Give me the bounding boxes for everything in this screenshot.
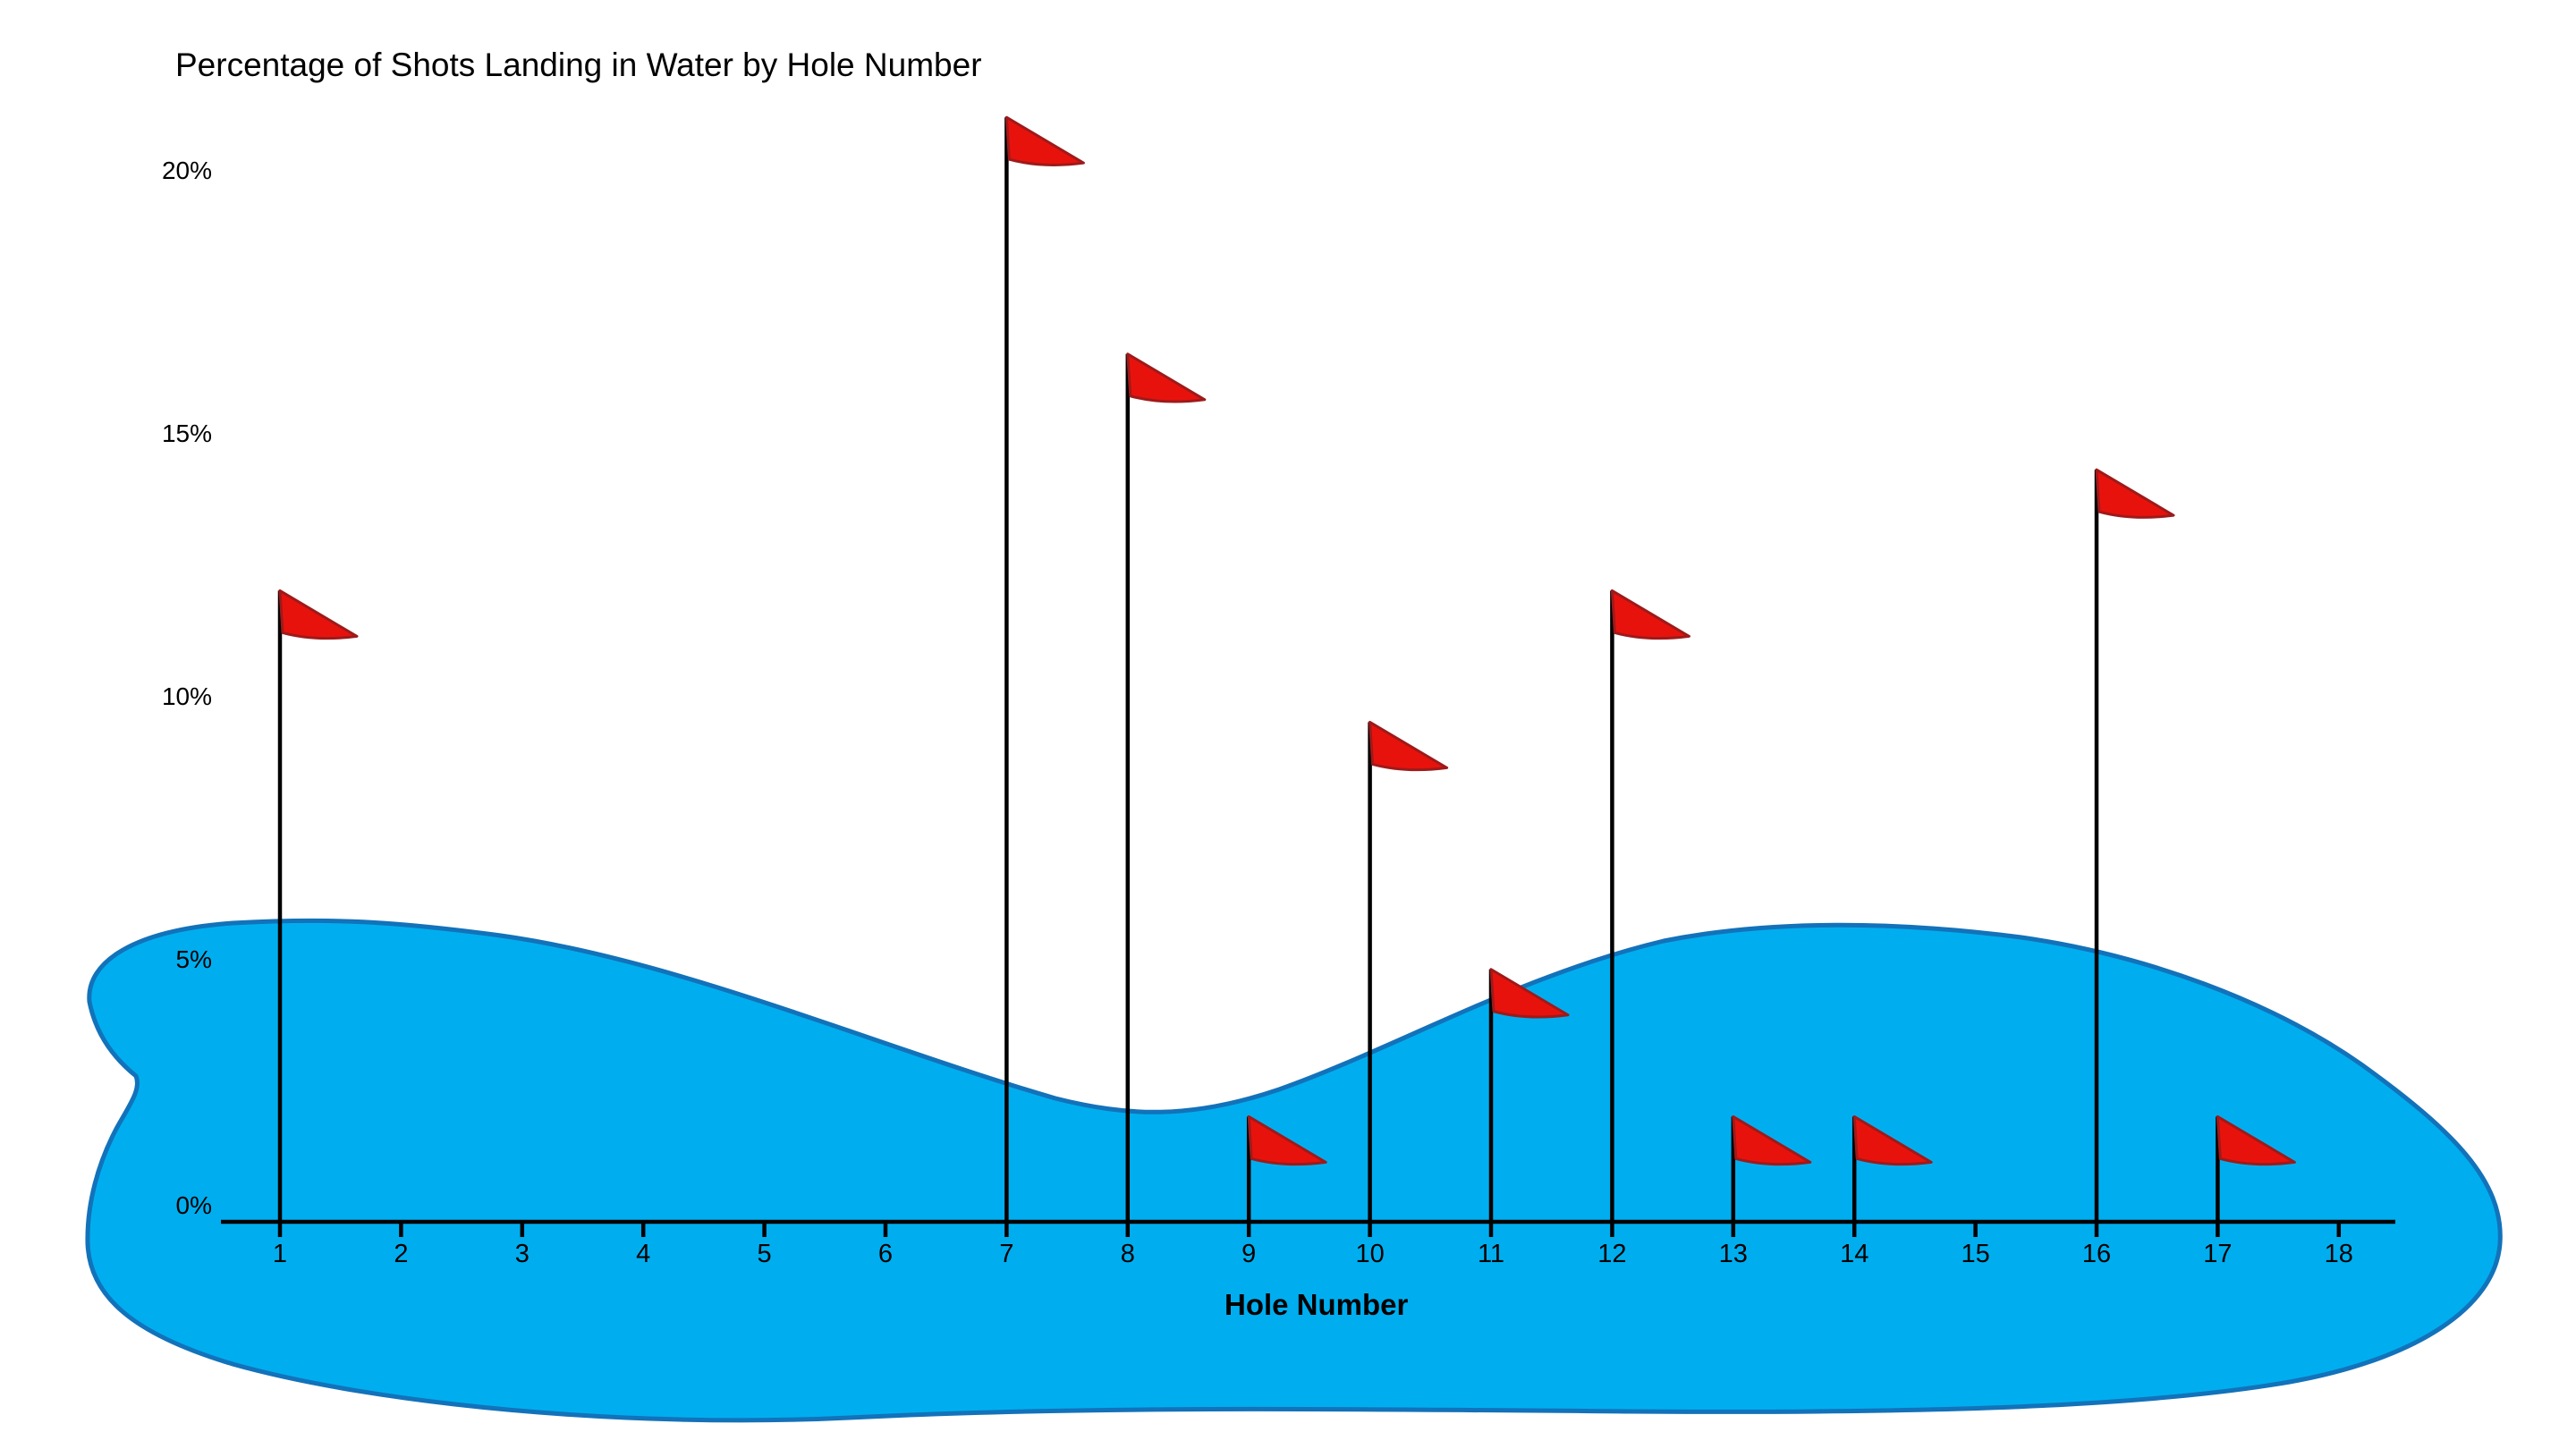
y-tick-label: 0% — [176, 1191, 212, 1219]
flag-hole-8 — [1125, 352, 1207, 1222]
x-tick-label: 17 — [2203, 1240, 2232, 1268]
x-tick-label: 2 — [394, 1240, 408, 1268]
water-hazard-shape — [85, 918, 2503, 1423]
flag-hole-16 — [2094, 468, 2175, 1222]
flags-layer — [277, 115, 2296, 1222]
chart-title: Percentage of Shots Landing in Water by … — [175, 47, 982, 83]
y-tick-label: 10% — [162, 682, 212, 710]
x-tick-label: 6 — [878, 1240, 893, 1268]
x-tick-label: 16 — [2082, 1240, 2111, 1268]
y-tick-label: 15% — [162, 419, 212, 447]
flag-pennant-icon — [1368, 720, 1449, 772]
flag-hole-7 — [1004, 115, 1085, 1222]
x-axis: 1 2 3 4 5 6 7 8 9 10 11 12 13 14 15 16 17 18 — [221, 1219, 2395, 1268]
flag-pennant-icon — [1126, 352, 1207, 403]
flag-pennant-icon — [1732, 1114, 1812, 1166]
x-tick-label: 7 — [999, 1240, 1013, 1268]
x-tick-label: 15 — [1961, 1240, 1989, 1268]
flag-pennant-icon — [1489, 968, 1570, 1019]
x-tick-label: 18 — [2325, 1240, 2353, 1268]
flag-hole-10 — [1368, 720, 1449, 1222]
x-tick-label: 8 — [1121, 1240, 1135, 1268]
x-tick-label: 13 — [1719, 1240, 1748, 1268]
flag-hole-11 — [1488, 968, 1570, 1222]
y-axis-labels: 0% 5% 10% 15% 20% — [162, 157, 212, 1219]
x-tick-label: 11 — [1478, 1240, 1504, 1268]
flag-hole-13 — [1731, 1114, 1812, 1222]
x-tick-label: 12 — [1597, 1240, 1626, 1268]
x-tick-label: 1 — [273, 1240, 287, 1268]
flag-pennant-icon — [1610, 589, 1690, 640]
flag-hole-17 — [2216, 1114, 2296, 1222]
flag-pennant-icon — [278, 589, 359, 640]
flag-pennant-icon — [2216, 1114, 2296, 1166]
x-tick-label: 3 — [515, 1240, 530, 1268]
flag-hole-14 — [1852, 1114, 1933, 1222]
x-tick-label: 9 — [1241, 1240, 1256, 1268]
flag-pennant-icon — [2095, 468, 2175, 519]
flag-hole-9 — [1246, 1114, 1327, 1222]
x-tick-label: 4 — [636, 1240, 650, 1268]
x-tick-label: 5 — [758, 1240, 772, 1268]
y-tick-label: 20% — [162, 157, 212, 184]
flag-hole-1 — [277, 589, 359, 1222]
flag-pennant-icon — [1004, 115, 1085, 166]
y-tick-label: 5% — [176, 945, 212, 973]
x-tick-label: 10 — [1355, 1240, 1384, 1268]
flag-pennant-icon — [1852, 1114, 1933, 1166]
flag-hole-12 — [1610, 589, 1690, 1222]
flag-pennant-icon — [1247, 1114, 1327, 1166]
x-tick-label: 14 — [1840, 1240, 1868, 1268]
x-axis-title: Hole Number — [1224, 1288, 1409, 1321]
